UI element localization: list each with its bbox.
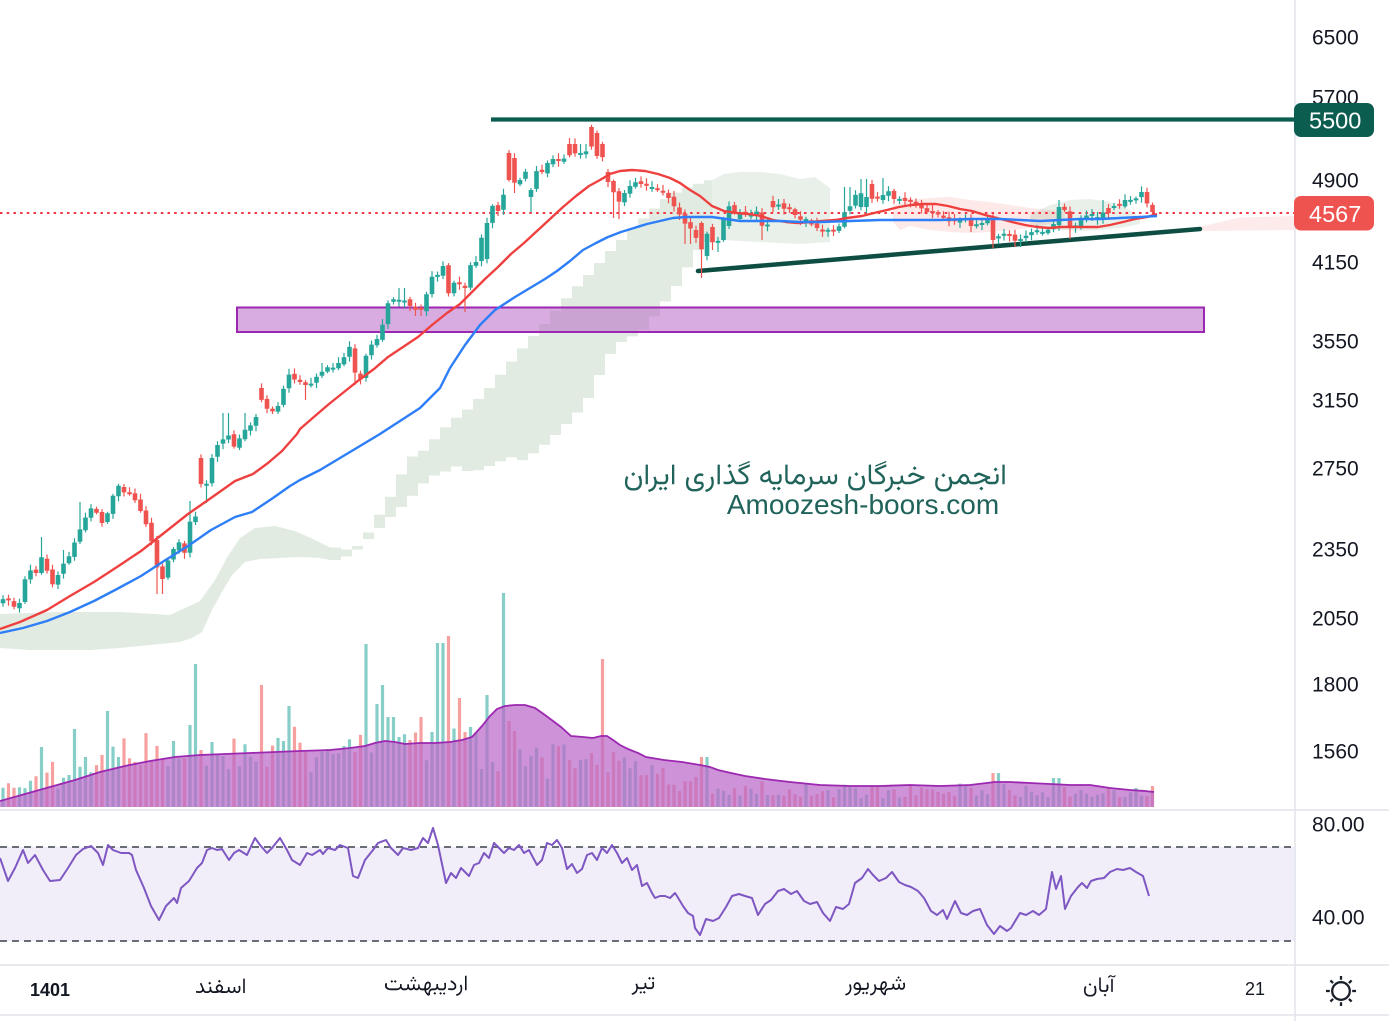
svg-text:40.00: 40.00 — [1312, 907, 1365, 930]
svg-text:Amoozesh-boors.com: Amoozesh-boors.com — [727, 489, 999, 520]
svg-text:2750: 2750 — [1312, 458, 1359, 481]
svg-text:1401: 1401 — [30, 980, 70, 1000]
svg-text:3550: 3550 — [1312, 331, 1359, 354]
svg-text:1560: 1560 — [1312, 741, 1359, 764]
svg-text:21: 21 — [1245, 979, 1265, 999]
svg-text:2050: 2050 — [1312, 608, 1359, 631]
svg-text:5500: 5500 — [1309, 108, 1361, 134]
svg-text:1800: 1800 — [1312, 674, 1359, 697]
svg-text:80.00: 80.00 — [1312, 814, 1365, 837]
svg-text:6500: 6500 — [1312, 27, 1359, 50]
svg-text:2350: 2350 — [1312, 539, 1359, 562]
svg-text:4150: 4150 — [1312, 252, 1359, 275]
svg-text:3150: 3150 — [1312, 390, 1359, 413]
svg-text:4567: 4567 — [1309, 201, 1361, 227]
svg-text:4900: 4900 — [1312, 170, 1359, 193]
